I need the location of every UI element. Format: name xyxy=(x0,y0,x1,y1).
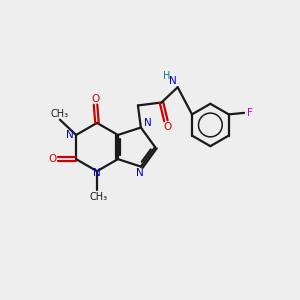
Text: H: H xyxy=(163,71,170,81)
Text: N: N xyxy=(66,130,74,140)
Text: N: N xyxy=(93,168,101,178)
Text: O: O xyxy=(48,154,57,164)
Text: CH₃: CH₃ xyxy=(89,192,107,202)
Text: N: N xyxy=(144,118,152,128)
Text: O: O xyxy=(163,122,172,132)
Text: CH₃: CH₃ xyxy=(51,109,69,119)
Text: N: N xyxy=(169,76,176,86)
Text: F: F xyxy=(247,108,253,118)
Text: N: N xyxy=(136,168,144,178)
Text: O: O xyxy=(92,94,100,104)
